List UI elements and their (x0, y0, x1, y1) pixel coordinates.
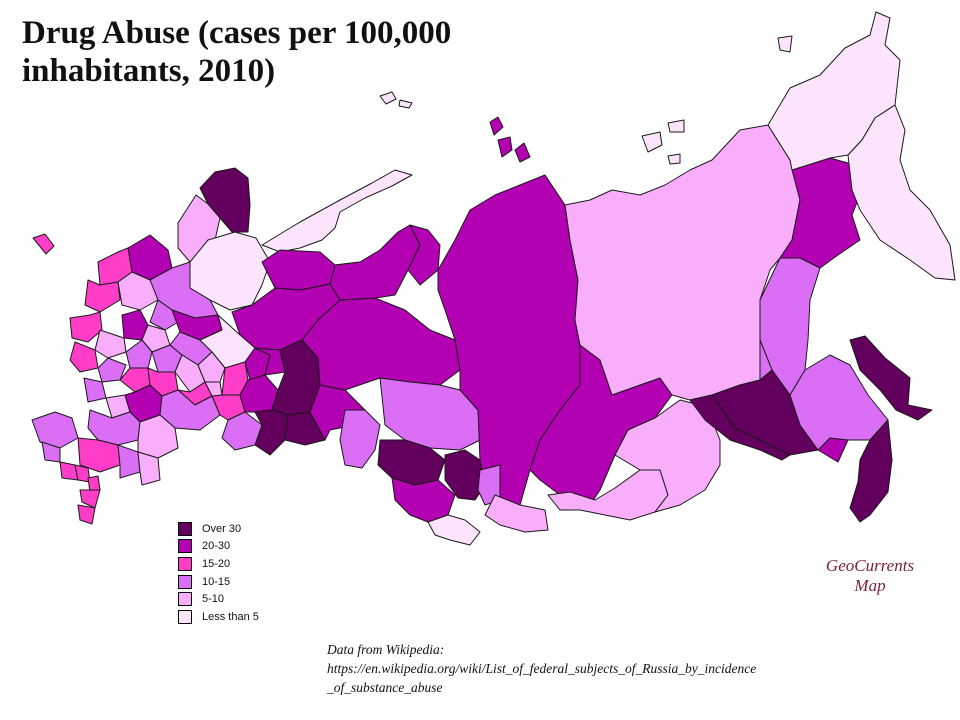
region-franz-josef-island-a (379, 91, 397, 105)
region-smolensk (69, 311, 103, 343)
legend-item: 15-20 (178, 555, 259, 573)
legend-swatch (178, 609, 192, 624)
region-zabaykalsky-east (689, 394, 791, 461)
region-astrakhan (137, 451, 161, 486)
region-bryansk (69, 341, 99, 373)
legend-item: 10-15 (178, 573, 259, 591)
region-new-siberian-island-a (641, 131, 663, 153)
legend-label: 5-10 (202, 593, 225, 606)
region-yaroslavl (149, 299, 179, 331)
region-kaluga (94, 329, 127, 359)
region-chuvashia (197, 351, 226, 383)
title-line-2: inhabitants, 2010) (22, 53, 276, 89)
legend-item: Over 30 (178, 520, 259, 538)
region-sakhalin (849, 335, 933, 421)
region-krasnodar (31, 411, 79, 449)
title-line-1: Drug Abuse (cases per 100,000 (22, 15, 452, 51)
region-tula (125, 339, 153, 369)
region-kaliningrad (32, 233, 55, 255)
legend-item: 5-10 (178, 590, 259, 608)
region-wrangel-island (777, 35, 793, 53)
region-dagestan (77, 504, 96, 525)
source-line-2: https://en.wikipedia.org/wiki/List_of_fe… (327, 661, 757, 676)
region-sakhalin-north (759, 339, 773, 381)
credit-line-2: Map (854, 576, 886, 595)
legend-label: Over 30 (202, 522, 242, 535)
region-primorye-south (849, 419, 893, 523)
region-omsk (339, 409, 381, 469)
legend: Over 30 20-30 15-20 10-15 5-10 Less than 5 (178, 520, 259, 626)
region-yamalo-nenets (329, 224, 421, 301)
region-orel (97, 357, 127, 383)
source-line-1: Data from Wikipedia: (327, 642, 445, 657)
region-perm (254, 347, 286, 376)
region-severnaya-zemlya-a (489, 116, 504, 136)
legend-swatch (178, 539, 192, 554)
region-new-siberian-island-b (667, 119, 685, 133)
region-chelyabinsk (254, 409, 289, 456)
source-line-3: _of_substance_abuse (327, 680, 443, 695)
region-volgograd (137, 414, 179, 459)
legend-label: Less than 5 (202, 610, 259, 623)
data-source-note: Data from Wikipedia: https://en.wikipedi… (327, 640, 927, 697)
region-kalmykia (117, 444, 141, 479)
region-chechnya (79, 489, 101, 509)
region-altai-republic (427, 514, 481, 546)
region-primorsky (789, 354, 889, 451)
region-franz-josef-island-b (398, 99, 413, 109)
legend-item: 20-30 (178, 538, 259, 556)
legend-swatch (178, 556, 192, 571)
region-severnaya-zemlya-b (497, 136, 513, 158)
region-gydan (407, 224, 441, 286)
legend-item: Less than 5 (178, 608, 259, 626)
region-kamchatka (847, 104, 956, 281)
region-zabaykalsky (614, 399, 721, 513)
region-pskov (84, 279, 121, 313)
region-chukotka (767, 11, 901, 171)
legend-swatch (178, 574, 192, 589)
region-ulyanovsk (204, 381, 223, 397)
legend-label: 20-30 (202, 540, 231, 553)
map-title: Drug Abuse (cases per 100,000 inhabitant… (22, 14, 622, 90)
region-new-siberian-island-c (667, 153, 681, 165)
region-kurgan (284, 411, 326, 446)
legend-label: 10-15 (202, 575, 231, 588)
region-severnaya-zemlya-c (514, 142, 531, 163)
legend-swatch (178, 592, 192, 607)
region-tuva (484, 494, 549, 533)
legend-label: 15-20 (202, 557, 231, 570)
region-novaya-zemlya (261, 169, 413, 253)
legend-swatch (178, 521, 192, 536)
credit-line-1: GeoCurrents (825, 556, 915, 575)
geocurrents-credit: GeoCurrents Map (800, 556, 940, 596)
